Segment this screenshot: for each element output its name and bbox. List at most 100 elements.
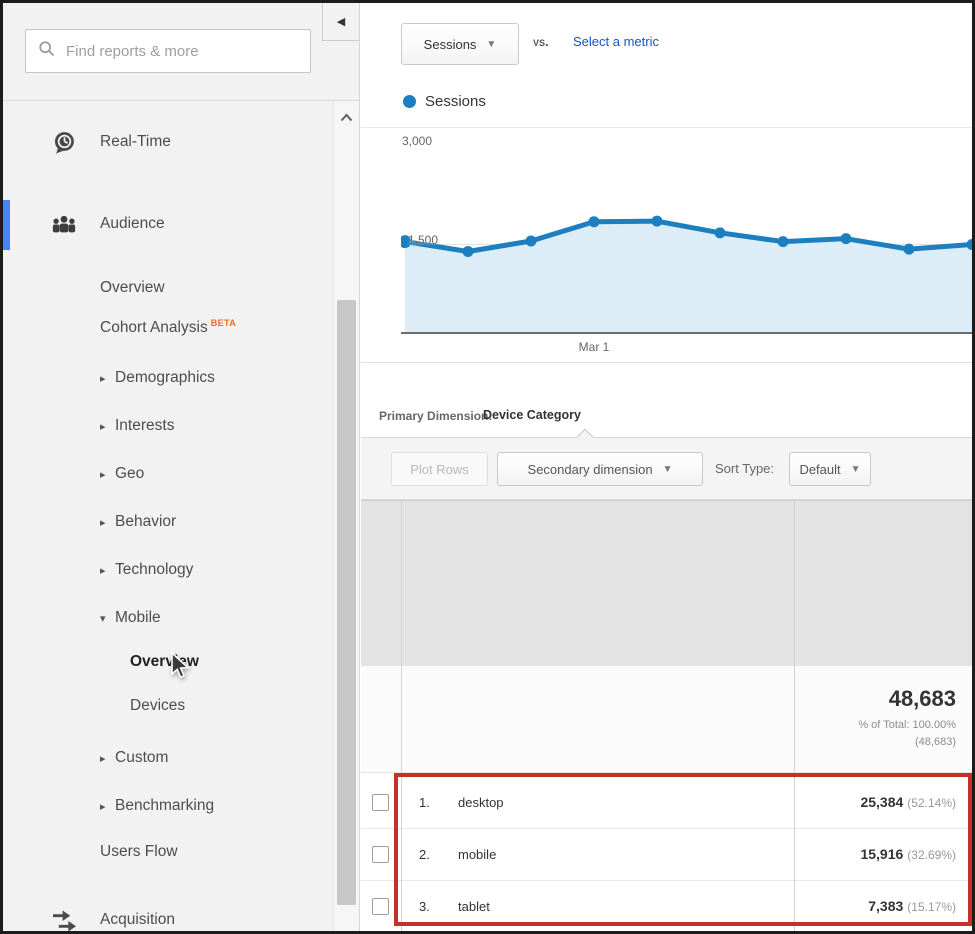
sidebar-item-label: Custom <box>115 749 169 766</box>
sidebar-item-users-flow[interactable]: Users Flow <box>3 830 333 874</box>
table-totals-row: 48,683 % of Total: 100.00% (48,683) <box>361 666 972 773</box>
row-sessions-share: (15.17%) <box>907 900 956 914</box>
sidebar-item-label: Mobile <box>115 609 161 626</box>
chevron-down-icon: ▼ <box>850 463 861 475</box>
sidebar-item-interests[interactable]: ▸ Interests <box>3 404 333 448</box>
sidebar-item-audience-overview[interactable]: Overview <box>3 266 333 310</box>
sort-type-dropdown[interactable]: Default ▼ <box>789 452 871 486</box>
chevron-right-icon: ▸ <box>100 420 106 433</box>
row-checkbox[interactable] <box>372 846 389 863</box>
chevron-right-icon: ▸ <box>100 372 106 385</box>
sort-type-label: Sort Type: <box>715 461 775 476</box>
table-rows: 1. desktop 25,384 (52.14%) 2. mobile 15,916 (32… <box>361 773 972 931</box>
chevron-right-icon: ▸ <box>100 564 106 577</box>
acquisition-icon <box>51 909 77 931</box>
primary-dimension-device-category-tab[interactable]: Device Category <box>483 408 581 422</box>
chevron-right-icon: ▸ <box>100 800 106 813</box>
divider <box>361 362 972 363</box>
sidebar-item-label: Audience <box>100 215 165 232</box>
sidebar-search-section: ◀ <box>3 3 359 101</box>
chevron-right-icon: ▸ <box>100 468 106 481</box>
sidebar-item-mobile-devices[interactable]: Devices <box>3 684 333 728</box>
row-index: 2. <box>419 847 430 862</box>
primary-dimension-row: Primary Dimension: Device Category <box>361 399 972 435</box>
sidebar-item-label: Technology <box>115 561 194 578</box>
sidebar-item-mobile[interactable]: ▾ Mobile <box>3 596 333 640</box>
sidebar-item-label: Cohort Analysis BETA <box>100 318 237 337</box>
row-checkbox[interactable] <box>372 898 389 915</box>
scroll-up-icon[interactable] <box>340 109 353 127</box>
sidebar-item-geo[interactable]: ▸ Geo <box>3 452 333 496</box>
sidebar-item-label: Interests <box>115 417 175 434</box>
chevron-down-icon: ▼ <box>486 38 497 50</box>
pct-of-total-line: % of Total: 100.00% <box>858 719 956 731</box>
sidebar-item-technology[interactable]: ▸ Technology <box>3 548 333 592</box>
table-row-mobile: 2. mobile 15,916 (32.69%) <box>361 829 972 881</box>
x-axis-label-mar1: Mar 1 <box>578 340 610 354</box>
active-section-accent-bar <box>3 200 10 250</box>
sidebar-item-label: Devices <box>130 697 186 714</box>
y-axis-label-3000: 3,000 <box>402 134 433 148</box>
row-index: 1. <box>419 795 430 810</box>
sidebar-item-label: Users Flow <box>100 843 178 860</box>
chevron-down-icon: ▾ <box>100 612 106 625</box>
report-main: Sessions ▼ vs. Select a metric Sessions … <box>361 3 972 931</box>
sidebar: ◀ Real-Time Audience Overview Cohort Analys… <box>3 3 360 931</box>
plot-rows-button[interactable]: Plot Rows <box>391 452 488 486</box>
sidebar-collapse-button[interactable]: ◀ <box>322 3 359 41</box>
beta-badge: BETA <box>210 318 237 329</box>
legend-dot-icon <box>403 95 416 108</box>
sidebar-item-label: Acquisition <box>100 911 175 928</box>
pct-of-total-value: (48,683) <box>915 735 956 748</box>
plot-rows-label: Plot Rows <box>410 461 469 477</box>
row-category: desktop <box>458 795 504 810</box>
mouse-cursor-icon <box>168 651 192 685</box>
legend-label: Sessions <box>425 93 486 110</box>
sidebar-item-benchmarking[interactable]: ▸ Benchmarking <box>3 784 333 828</box>
chevron-right-icon: ▸ <box>100 752 106 765</box>
table-header: Device Category ? Acquisition Sessions ?… <box>361 500 972 666</box>
sidebar-item-cohort-analysis[interactable]: Cohort Analysis BETA <box>3 306 333 350</box>
sidebar-item-acquisition[interactable]: Acquisition <box>3 898 333 931</box>
secondary-dimension-dropdown[interactable]: Secondary dimension ▼ <box>497 452 703 486</box>
sidebar-scrollbar[interactable] <box>333 101 359 931</box>
scrollbar-thumb[interactable] <box>337 300 356 905</box>
search-box[interactable] <box>25 29 311 73</box>
row-index: 3. <box>419 899 430 914</box>
row-sessions-share: (52.14%) <box>907 796 956 810</box>
sidebar-item-real-time[interactable]: Real-Time <box>3 120 333 164</box>
sidebar-item-label: Geo <box>115 465 145 482</box>
sidebar-item-demographics[interactable]: ▸ Demographics <box>3 356 333 400</box>
column-divider <box>401 500 402 931</box>
sort-type-value: Default <box>799 461 841 477</box>
search-input[interactable] <box>66 42 298 60</box>
chevron-down-icon: ▼ <box>662 463 673 475</box>
metric-selector-dropdown[interactable]: Sessions ▼ <box>401 23 519 65</box>
y-axis-label-1500: 1,500 <box>408 233 439 247</box>
row-checkbox[interactable] <box>372 794 389 811</box>
search-icon <box>38 40 56 63</box>
sidebar-item-custom[interactable]: ▸ Custom <box>3 736 333 780</box>
metric-selector-label: Sessions <box>423 36 477 52</box>
sessions-line-chart: 1,500 <box>398 155 972 336</box>
table-toolbar: Plot Rows Secondary dimension ▼ Sort Typ… <box>361 437 972 500</box>
sidebar-item-behavior[interactable]: ▸ Behavior <box>3 500 333 544</box>
row-sessions-value: 15,916 (32.69%) <box>860 846 956 862</box>
divider <box>361 127 972 128</box>
totals-cell: 48,683 % of Total: 100.00% (48,683) <box>858 686 956 750</box>
sidebar-item-label: Benchmarking <box>115 797 215 814</box>
sidebar-item-label: Demographics <box>115 369 215 386</box>
table-row-desktop: 1. desktop 25,384 (52.14%) <box>361 777 972 829</box>
sidebar-item-audience[interactable]: Audience <box>3 202 333 246</box>
chart-legend: Sessions <box>403 93 486 110</box>
select-a-metric-link[interactable]: Select a metric <box>573 34 659 49</box>
row-sessions-value: 7,383 (15.17%) <box>868 898 956 914</box>
table-row-tablet: 3. tablet 7,383 (15.17%) <box>361 881 972 931</box>
primary-dimension-label: Primary Dimension: <box>379 409 493 423</box>
total-sessions-value: 48,683 <box>888 686 956 711</box>
column-divider <box>794 500 795 931</box>
sidebar-item-label: Behavior <box>115 513 177 530</box>
audience-icon <box>51 213 77 235</box>
row-category: mobile <box>458 847 497 862</box>
